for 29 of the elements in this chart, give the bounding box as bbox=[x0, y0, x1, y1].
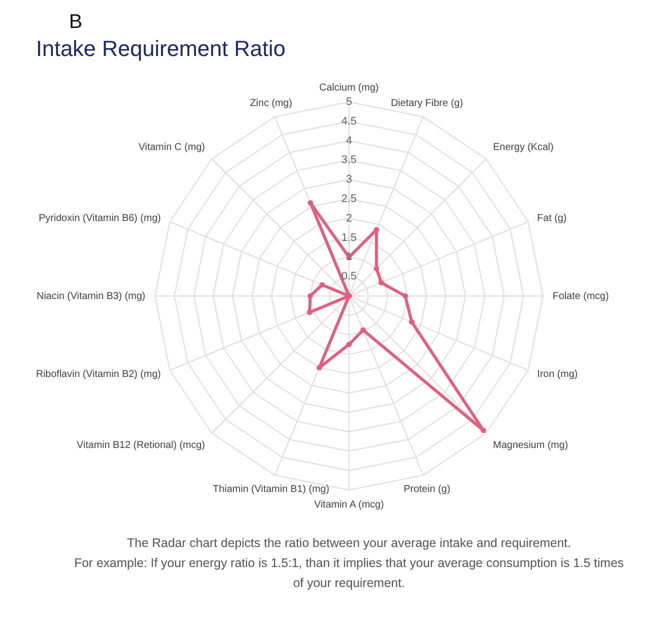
text: of your requirement. bbox=[293, 576, 405, 590]
spoke-label: Pyridoxin (Vitamin B6) (mg) bbox=[38, 213, 161, 224]
spoke-label: Vitamin B12 (Retional) (mcg) bbox=[76, 440, 205, 452]
text: The Radar chart depicts the ratio between your average intake and requirement. bbox=[126, 536, 572, 550]
spoke-label: Dietary Fibre (g) bbox=[390, 98, 464, 109]
spoke-label: Fat (g) bbox=[537, 213, 567, 224]
spoke-label: Niacin (Vitamin B3) (mg) bbox=[36, 291, 146, 302]
spoke-label: Folate (mcg) bbox=[552, 291, 609, 302]
spoke-label: Zinc (mg) bbox=[250, 98, 292, 109]
spoke-label: Vitamin A (mcg) bbox=[314, 500, 384, 511]
y-tick-label: 4.5 bbox=[341, 115, 357, 128]
spoke-label: Iron (mg) bbox=[537, 368, 578, 380]
chart-title: Intake Requirement Ratio bbox=[36, 36, 286, 61]
text: For example: If your energy ratio is 1.5:1, than it implies that your average consumption is 1.5 times bbox=[74, 556, 624, 570]
spoke-label: Thiamin (Vitamin B1) (mg) bbox=[212, 484, 330, 496]
y-tick-label: 1.5 bbox=[341, 232, 357, 244]
text: B bbox=[69, 11, 82, 33]
spoke-label: Protein (g) bbox=[404, 484, 450, 496]
spoke-label: Riboflavin (Vitamin B2) (mg) bbox=[36, 368, 161, 380]
y-tick-label: 2 bbox=[346, 212, 352, 224]
y-tick-label: 4 bbox=[346, 134, 352, 147]
y-tick-label: 3.5 bbox=[341, 154, 357, 166]
spoke-label: Energy (Kcal) bbox=[493, 142, 554, 153]
spoke-label: Magnesium (mg) bbox=[493, 440, 568, 452]
y-tick-label: 3 bbox=[346, 174, 352, 186]
spoke-label: Calcium (mg) bbox=[319, 82, 379, 94]
y-tick-label: 5 bbox=[346, 96, 352, 108]
y-tick-label: 2.5 bbox=[341, 193, 357, 206]
spoke-label: Vitamin C (mg) bbox=[138, 142, 205, 153]
